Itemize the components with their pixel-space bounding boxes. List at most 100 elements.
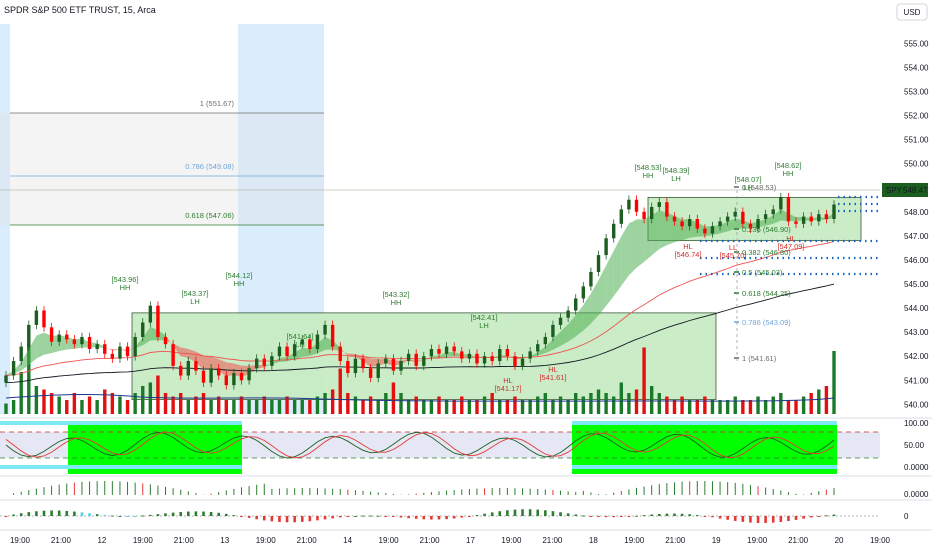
- volume-bar: [612, 396, 616, 414]
- osc3-bar: [149, 514, 152, 516]
- osc3-bar: [300, 516, 304, 522]
- volume-bar: [756, 396, 760, 414]
- osc3-bar: [384, 516, 388, 517]
- candle-body: [672, 216, 677, 222]
- time-tick-label: 21:00: [174, 536, 195, 545]
- volume-bar: [34, 386, 39, 414]
- osc3-bar: [749, 516, 752, 523]
- candle-body: [125, 346, 130, 357]
- swing-high-price: [541.64]: [286, 332, 313, 341]
- osc3-bar: [680, 513, 684, 516]
- time-tick-label: 17: [466, 536, 475, 545]
- cloud-segment: [537, 346, 546, 356]
- volume-bar: [65, 400, 69, 414]
- cloud-segment: [545, 339, 553, 354]
- main-price-pane: 0.236 (546.90) 0.382 (546.80) 0.5 (545.03)…: [0, 161, 880, 414]
- candle-body: [171, 344, 175, 366]
- time-axis[interactable]: 19:00 21:00 12 19:00 21:00 13 19:00 21:00 14 19:0…: [10, 536, 891, 545]
- candle-body: [536, 344, 540, 352]
- volume-bar: [801, 396, 806, 414]
- volume-bar: [194, 396, 198, 414]
- osc3-bar: [354, 515, 357, 517]
- swing-high-price: [548.53]: [634, 163, 661, 172]
- cloud-segment: [401, 359, 409, 365]
- time-tick-label: 12: [97, 536, 106, 545]
- candle-body: [277, 346, 282, 357]
- candle-body: [254, 358, 259, 369]
- price-axis[interactable]: USD 555.00 554.00 553.00 552.00 551.00 550.00…: [882, 3, 929, 409]
- cloud-segment: [644, 214, 652, 262]
- candle-body: [604, 238, 608, 256]
- volume-bar: [224, 400, 228, 414]
- candle-body: [156, 305, 160, 337]
- cloud-segment: [636, 219, 645, 268]
- volume-bar: [558, 396, 563, 414]
- currency-badge[interactable]: [896, 3, 928, 21]
- osc-slow-line: [5, 431, 835, 459]
- osc3-bar: [726, 516, 729, 520]
- last-price-value: 548.47: [903, 186, 928, 195]
- candle-body: [141, 322, 145, 337]
- swing-high-tag: LH: [190, 297, 200, 306]
- candle-body: [482, 356, 487, 364]
- osc3-bar: [399, 516, 403, 518]
- candle-body: [779, 197, 783, 210]
- cloud-segment: [43, 332, 52, 355]
- fib-grey-zone: [0, 113, 324, 225]
- volume-bar: [574, 393, 578, 414]
- osc3-bar: [270, 516, 274, 522]
- volume-bar: [482, 396, 487, 414]
- volume-bar: [520, 400, 525, 414]
- volume-bar: [254, 400, 259, 414]
- cloud-segment: [704, 226, 713, 237]
- osc3-bar: [597, 516, 600, 517]
- swing-high-tag: LH: [479, 321, 489, 330]
- volume-bar: [703, 396, 707, 414]
- osc3-bar: [247, 516, 251, 518]
- osc3-bar: [126, 516, 129, 517]
- osc3-bar: [802, 516, 805, 519]
- volume-bar: [543, 393, 548, 414]
- volume-bar: [733, 396, 737, 414]
- volume-bar: [346, 393, 350, 414]
- candle-body: [612, 223, 616, 239]
- candle-body: [179, 365, 183, 376]
- fib-label-left-2: 0.618 (547.06): [185, 211, 234, 220]
- cloud-segment: [590, 280, 599, 324]
- candle-body: [239, 373, 244, 381]
- time-tick-label: 19:00: [10, 536, 31, 545]
- volume-bar: [513, 396, 517, 414]
- osc3-bar: [779, 516, 783, 522]
- cloud-segment: [363, 355, 371, 367]
- candle-body: [300, 339, 304, 345]
- candle-body: [832, 204, 836, 219]
- cloud-segment: [499, 355, 508, 357]
- osc3-bar: [627, 516, 631, 517]
- candle-body: [589, 271, 593, 287]
- candle-body: [733, 211, 737, 217]
- osc3-bar: [452, 516, 456, 519]
- volume-bar: [490, 393, 494, 414]
- chart-title: SPDR S&P 500 ETF TRUST, 15, Arca: [4, 5, 156, 15]
- swing-high-tag: HH: [643, 171, 654, 180]
- swing-low-price: [546.74]: [674, 250, 701, 259]
- cloud-segment: [97, 342, 105, 349]
- cloud-segment: [598, 265, 607, 316]
- blue-zone-left: [0, 24, 10, 414]
- cloud-segment: [818, 216, 827, 220]
- candle-body: [422, 356, 426, 366]
- candle-body: [634, 199, 639, 212]
- volume-bar: [376, 400, 380, 414]
- candle-body: [801, 216, 806, 224]
- cloud-segment: [241, 365, 250, 377]
- cloud-segment: [560, 324, 569, 346]
- fib-label-right: 0.618 (544.25): [742, 289, 791, 298]
- swing-high-price: [548.07]: [734, 175, 761, 184]
- osc3-bar: [422, 516, 426, 520]
- volume-bar: [49, 393, 54, 414]
- fib-label-right: 0.786 (543.09): [742, 318, 791, 327]
- osc3-bar: [460, 516, 464, 518]
- osc3-bar: [141, 515, 145, 517]
- candle-body: [725, 216, 730, 222]
